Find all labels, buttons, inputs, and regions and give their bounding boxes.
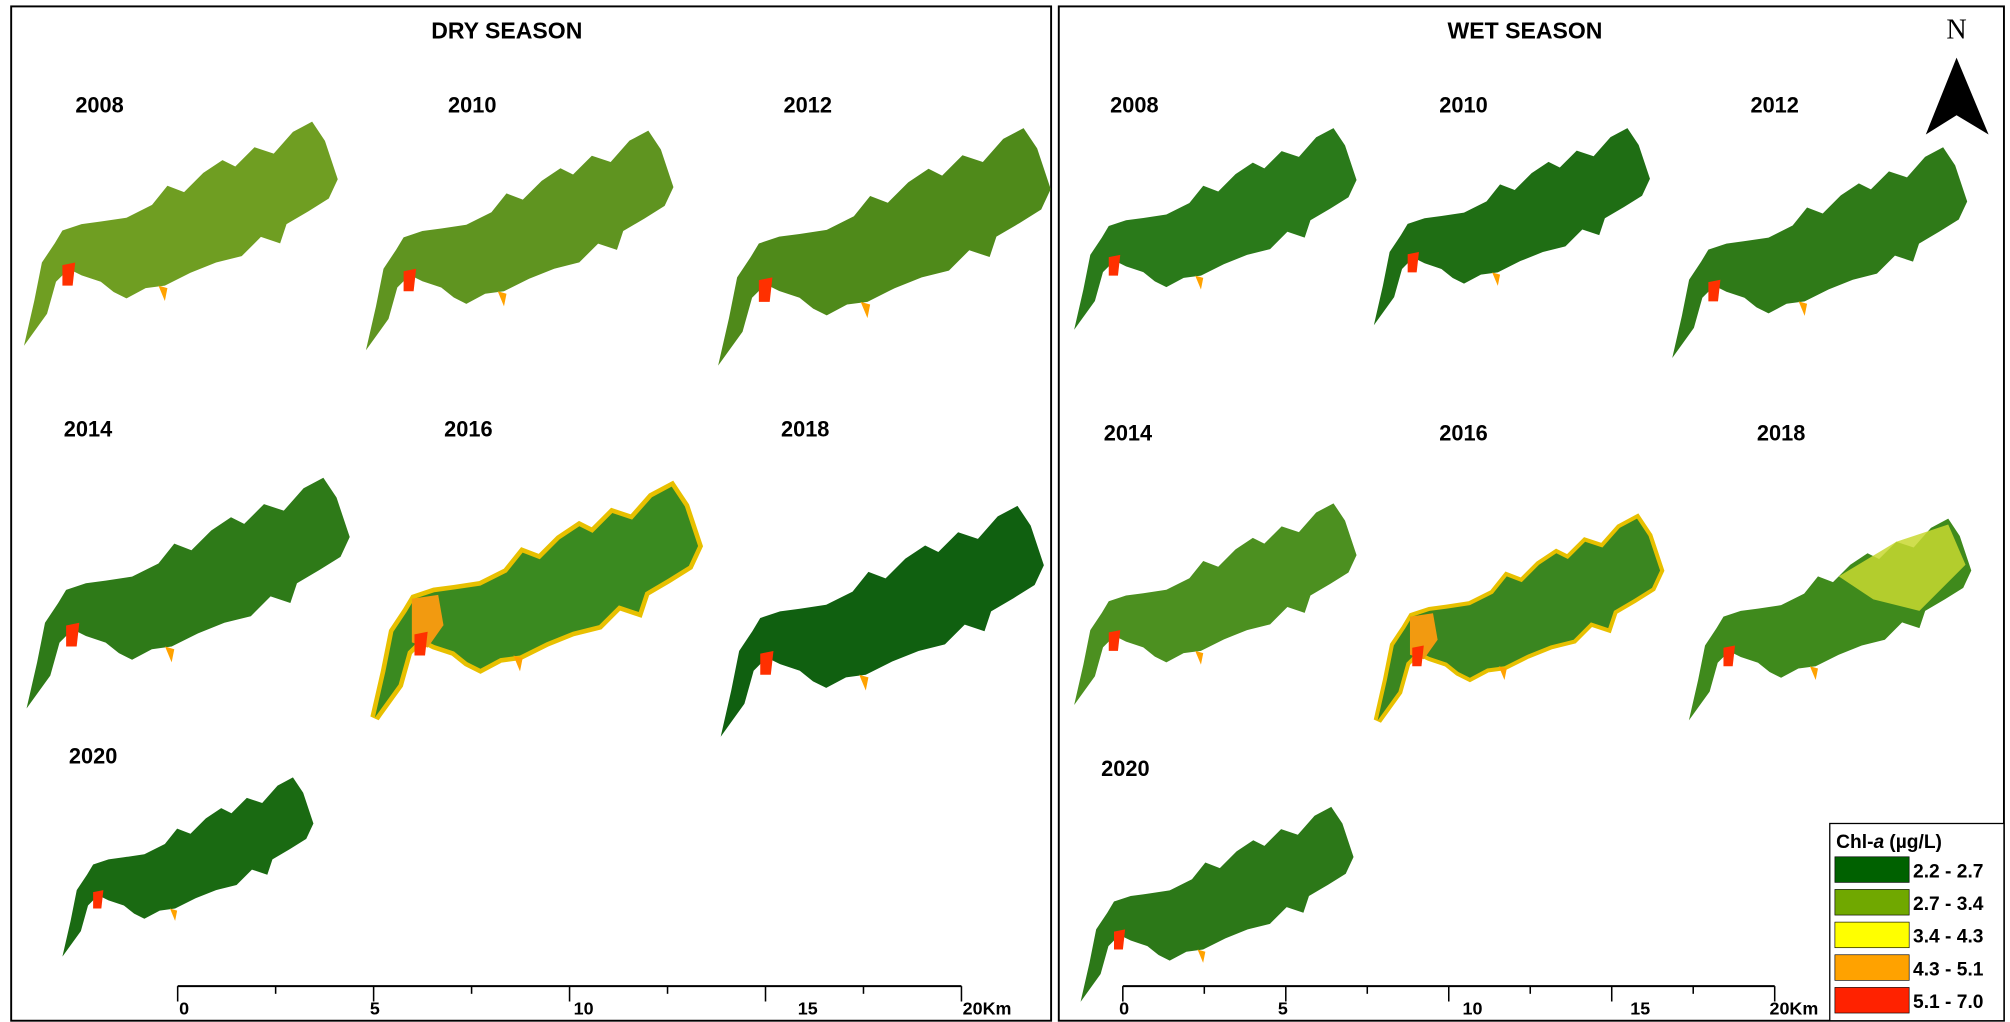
lake-map — [721, 506, 1044, 737]
north-label: N — [1946, 14, 1966, 45]
hotspot — [1412, 645, 1424, 666]
year-label: 2008 — [75, 93, 123, 118]
lake — [721, 506, 1044, 737]
legend-title-part: Chl- — [1836, 832, 1873, 853]
edge-spot — [513, 656, 522, 672]
lake-map — [718, 128, 1051, 366]
hotspot — [1109, 255, 1121, 276]
edge-spot — [158, 286, 167, 301]
lake — [1374, 128, 1650, 325]
hotspot — [759, 277, 773, 301]
year-label: 2008 — [1110, 93, 1158, 118]
year-label: 2016 — [444, 417, 492, 442]
lake-map — [1374, 128, 1650, 325]
legend-label: 4.3 - 5.1 — [1913, 959, 1984, 980]
hotspot — [414, 632, 427, 656]
year-label: 2014 — [1104, 421, 1152, 446]
hotspot — [760, 651, 773, 675]
lake-map — [1672, 147, 1967, 358]
lake-map — [27, 478, 350, 709]
panel-title: DRY SEASON — [431, 17, 582, 43]
lake — [1081, 807, 1354, 1002]
edge-spot — [1198, 949, 1206, 962]
scale-label: 10 — [574, 998, 594, 1018]
scale-label: 5 — [1278, 998, 1288, 1018]
legend-title-part: (µg/L) — [1889, 832, 1942, 853]
legend-swatch — [1835, 955, 1909, 981]
scale-label: 0 — [179, 998, 189, 1018]
panel-title: WET SEASON — [1447, 17, 1602, 43]
legend-title-part: a — [1874, 832, 1885, 853]
figure: N DRY SEASON 2008 2010 2012 2014 2016 2018 2020… — [0, 0, 2010, 1022]
scale-label: 0 — [1119, 998, 1129, 1018]
scale-label: 15 — [1630, 998, 1650, 1018]
legend-label: 5.1 - 7.0 — [1913, 992, 1983, 1013]
scale-label: 10 — [1462, 998, 1482, 1018]
edge-spot — [498, 291, 507, 306]
legend-swatch — [1835, 987, 1909, 1013]
year-label: 2018 — [781, 417, 829, 442]
edge-spot — [1492, 272, 1500, 286]
legend: Chl-a(µg/L) 2.2 - 2.7 2.7 - 3.4 3.4 - 4.3 4.… — [1830, 823, 2004, 1020]
legend-label: 2.2 - 2.7 — [1913, 861, 1983, 882]
north-arrow: N — [1926, 14, 1989, 134]
year-label: 2020 — [69, 743, 117, 768]
lake-map — [1081, 807, 1354, 1002]
legend-swatch — [1835, 889, 1909, 915]
edge-spot — [1810, 666, 1818, 680]
lake-map — [366, 131, 673, 351]
lake-map — [1074, 128, 1356, 330]
hotspot — [93, 890, 103, 908]
lake — [1074, 128, 1356, 330]
hotspot — [66, 623, 79, 647]
year-label: 2016 — [1439, 421, 1487, 446]
scale-label: 15 — [798, 998, 818, 1018]
lake — [27, 478, 350, 709]
lake-map — [1074, 503, 1356, 705]
lake — [1074, 503, 1356, 705]
hotspot — [404, 269, 417, 292]
hotspot — [1114, 929, 1125, 949]
edge-spot — [165, 647, 174, 663]
lake — [24, 122, 338, 346]
lake-map — [62, 777, 313, 956]
year-label: 2010 — [448, 93, 496, 118]
lake-map — [24, 122, 338, 346]
year-label: 2014 — [64, 417, 112, 442]
edge-spot — [1195, 651, 1203, 665]
lake-map — [375, 487, 698, 718]
scale-label: 20Km — [963, 998, 1012, 1018]
lake-map — [1689, 519, 1971, 721]
scale-label: 5 — [370, 998, 380, 1018]
legend-label: 2.7 - 3.4 — [1913, 894, 1984, 915]
year-label: 2020 — [1101, 756, 1149, 781]
scale-label: 20Km — [1770, 998, 1819, 1018]
lake — [366, 131, 673, 351]
legend-swatch — [1835, 922, 1909, 948]
hotspot — [62, 263, 75, 286]
legend-label: 3.4 - 4.3 — [1913, 927, 1983, 948]
year-label: 2012 — [1750, 93, 1798, 118]
edge-spot — [859, 675, 868, 691]
edge-spot — [1499, 666, 1507, 680]
edge-spot — [1799, 301, 1807, 315]
hotspot — [1723, 645, 1735, 666]
hotspot — [1708, 280, 1720, 302]
year-label: 2012 — [784, 93, 832, 118]
edge-spot — [170, 909, 177, 921]
edge-spot — [861, 302, 871, 318]
hotspot — [1109, 630, 1121, 651]
legend-swatch — [1835, 857, 1909, 883]
year-label: 2010 — [1439, 93, 1487, 118]
hotspot — [1408, 252, 1419, 272]
lake — [62, 777, 313, 956]
lake-map — [1378, 519, 1660, 721]
lake — [718, 128, 1051, 366]
year-label: 2018 — [1757, 421, 1805, 446]
edge-spot — [1195, 276, 1203, 290]
lake — [1672, 147, 1967, 358]
legend-title: Chl-a(µg/L) — [1836, 832, 1942, 853]
